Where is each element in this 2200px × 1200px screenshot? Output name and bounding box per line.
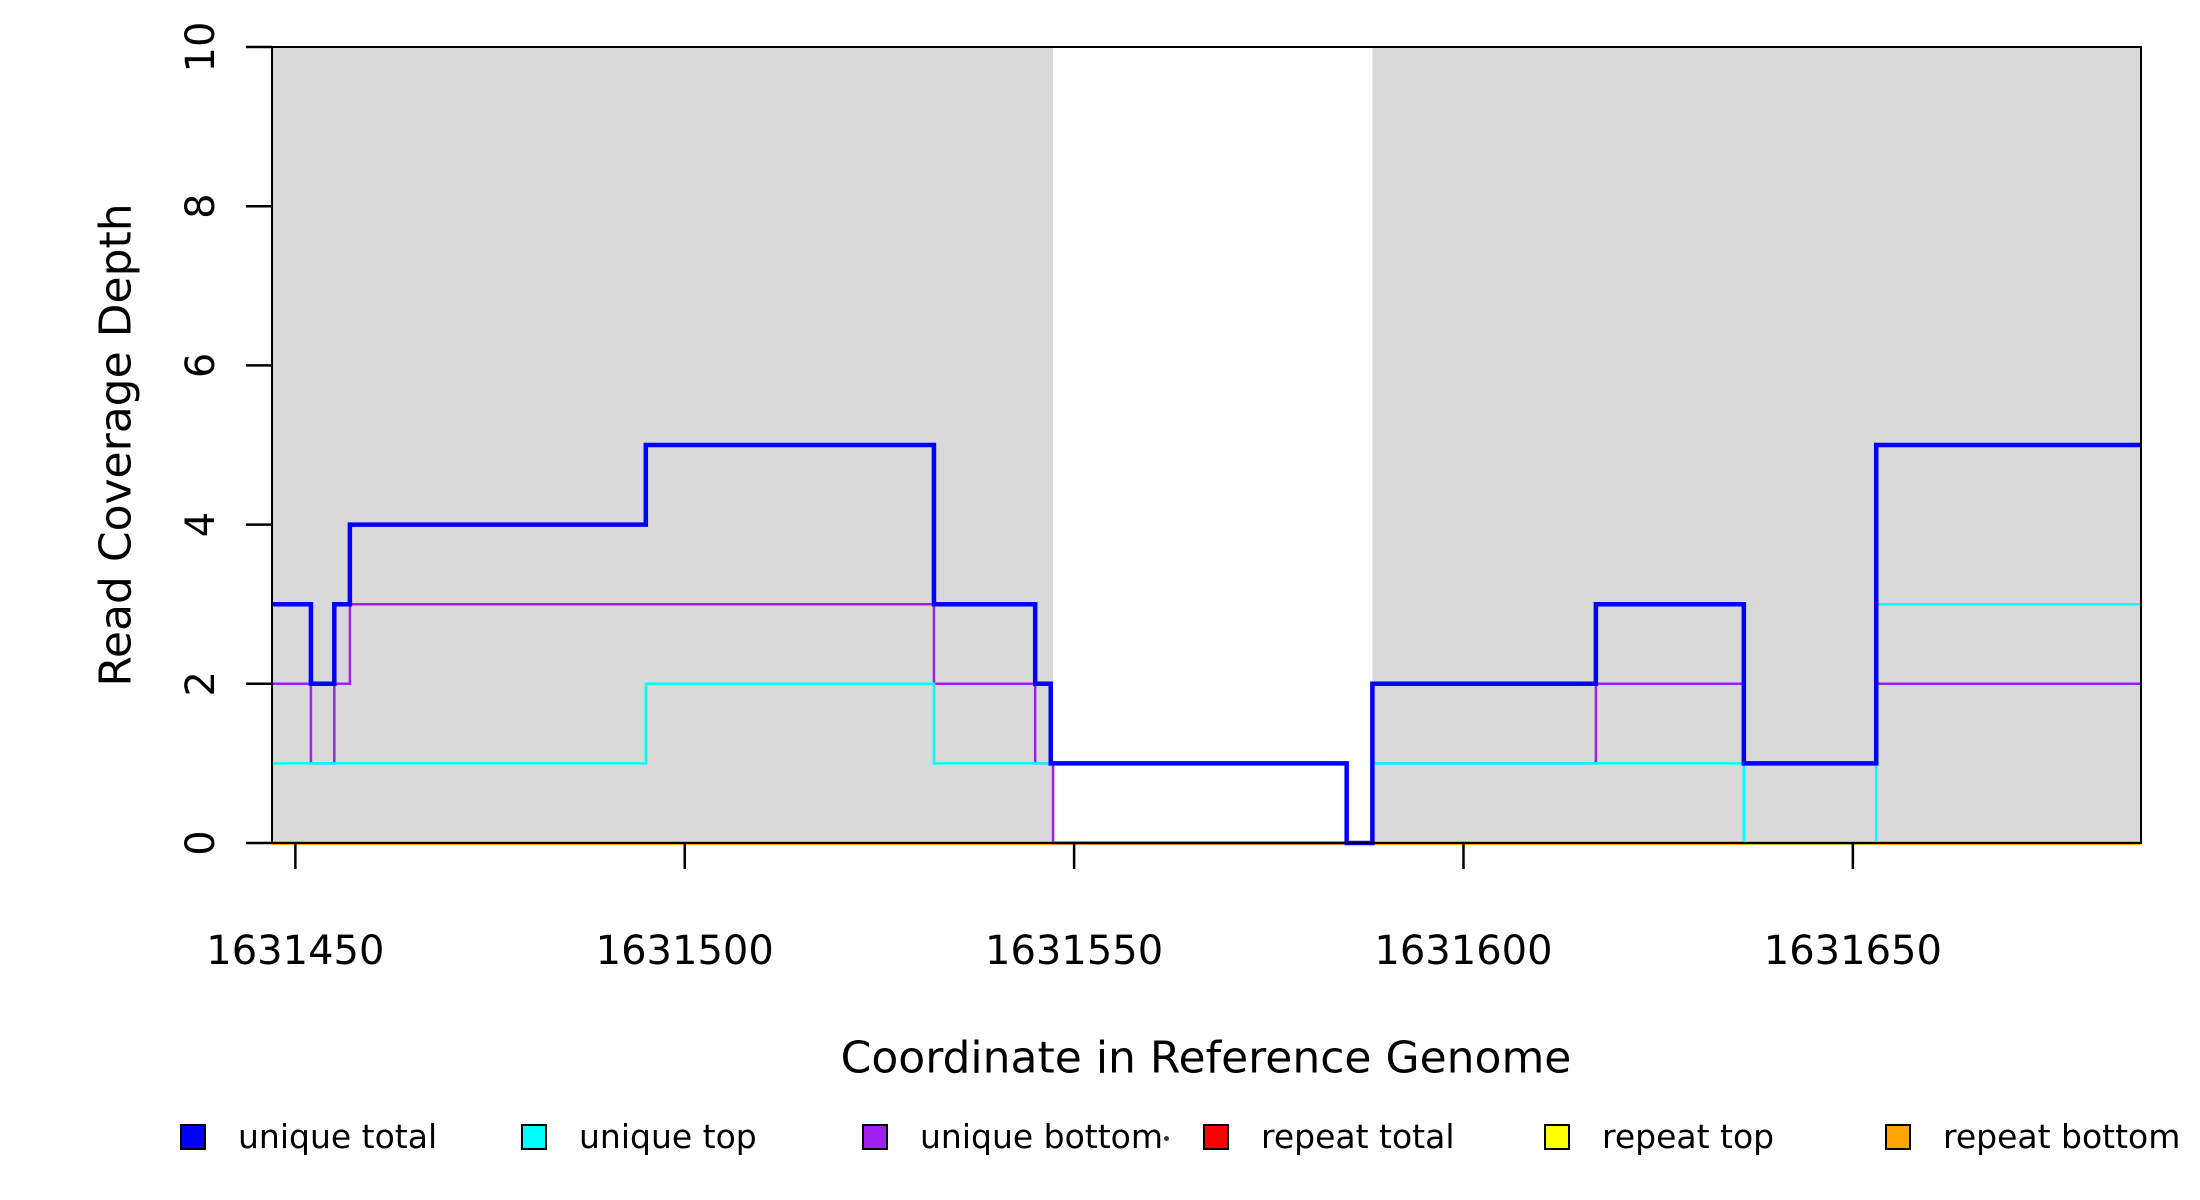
legend-item-repeat-bottom: repeat bottom xyxy=(1885,1117,2181,1156)
legend-item-unique-bottom: unique bottom xyxy=(862,1117,1164,1156)
legend-swatch-unique-bottom xyxy=(862,1124,888,1150)
x-tick-label: 1631500 xyxy=(596,928,774,974)
plot-border xyxy=(271,46,2142,844)
legend-swatch-repeat-bottom xyxy=(1885,1124,1911,1150)
legend-item-unique-total: unique total xyxy=(180,1117,438,1156)
legend-label: unique total xyxy=(238,1117,438,1156)
y-tick-label: 0 xyxy=(178,830,224,855)
legend-swatch-unique-top xyxy=(521,1124,547,1150)
legend-swatch-unique-total xyxy=(180,1124,206,1150)
x-tick-label: 1631600 xyxy=(1374,928,1552,974)
legend-label: unique top xyxy=(579,1117,757,1156)
legend-label: repeat top xyxy=(1602,1117,1775,1156)
x-tick-label: 1631650 xyxy=(1764,928,1942,974)
y-axis-title: Read Coverage Depth xyxy=(90,203,142,687)
legend-label: unique bottom xyxy=(920,1117,1164,1156)
x-axis-title: Coordinate in Reference Genome xyxy=(840,1032,1572,1084)
y-tick-label: 2 xyxy=(178,671,224,696)
stray-dot xyxy=(1164,1136,1169,1141)
legend-label: repeat bottom xyxy=(1943,1117,2181,1156)
y-tick-label: 10 xyxy=(178,22,224,73)
y-tick-label: 8 xyxy=(178,193,224,218)
legend-label: repeat total xyxy=(1261,1117,1455,1156)
series-unique-total xyxy=(272,442,2141,846)
x-tick-label: 1631450 xyxy=(206,928,384,974)
legend-item-repeat-top: repeat top xyxy=(1544,1117,1775,1156)
legend-item-repeat-total: repeat total xyxy=(1203,1117,1455,1156)
y-tick-label: 4 xyxy=(178,512,224,537)
y-tick-label: 6 xyxy=(178,353,224,378)
legend-swatch-repeat-total xyxy=(1203,1124,1229,1150)
legend-item-unique-top: unique top xyxy=(521,1117,757,1156)
x-tick-label: 1631550 xyxy=(985,928,1163,974)
legend-swatch-repeat-top xyxy=(1544,1124,1570,1150)
